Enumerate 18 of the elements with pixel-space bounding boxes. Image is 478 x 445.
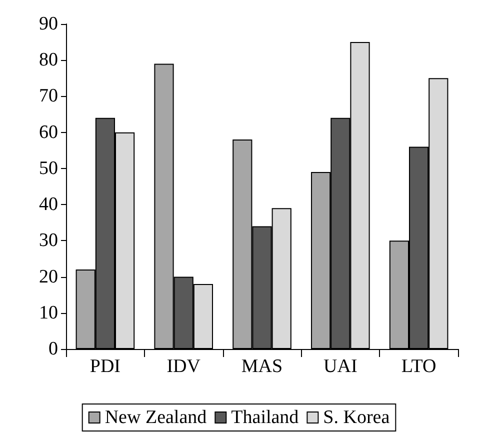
y-tick-label: 20 [39, 266, 58, 288]
y-tick-label: 50 [39, 158, 58, 179]
legend-label: Thailand [231, 407, 300, 428]
y-tick-label: 40 [39, 194, 58, 216]
y-tick-label: 60 [39, 122, 58, 143]
y-tick-label: 10 [39, 302, 58, 324]
y-tick-label: 30 [39, 230, 58, 252]
legend-label: S. Korea [323, 407, 390, 428]
y-tick-label: 0 [48, 338, 58, 360]
legend-label: New Zealand [104, 407, 208, 428]
x-tick-label: MAS [241, 356, 283, 377]
y-tick-label: 80 [39, 50, 58, 71]
y-tick-label: 90 [39, 14, 58, 34]
x-tick-label: UAI [324, 356, 358, 377]
y-tick-label: 70 [39, 86, 58, 107]
x-tick-label: IDV [166, 356, 201, 377]
x-tick-label: PDI [90, 356, 121, 377]
x-tick-label: LTO [401, 356, 436, 377]
